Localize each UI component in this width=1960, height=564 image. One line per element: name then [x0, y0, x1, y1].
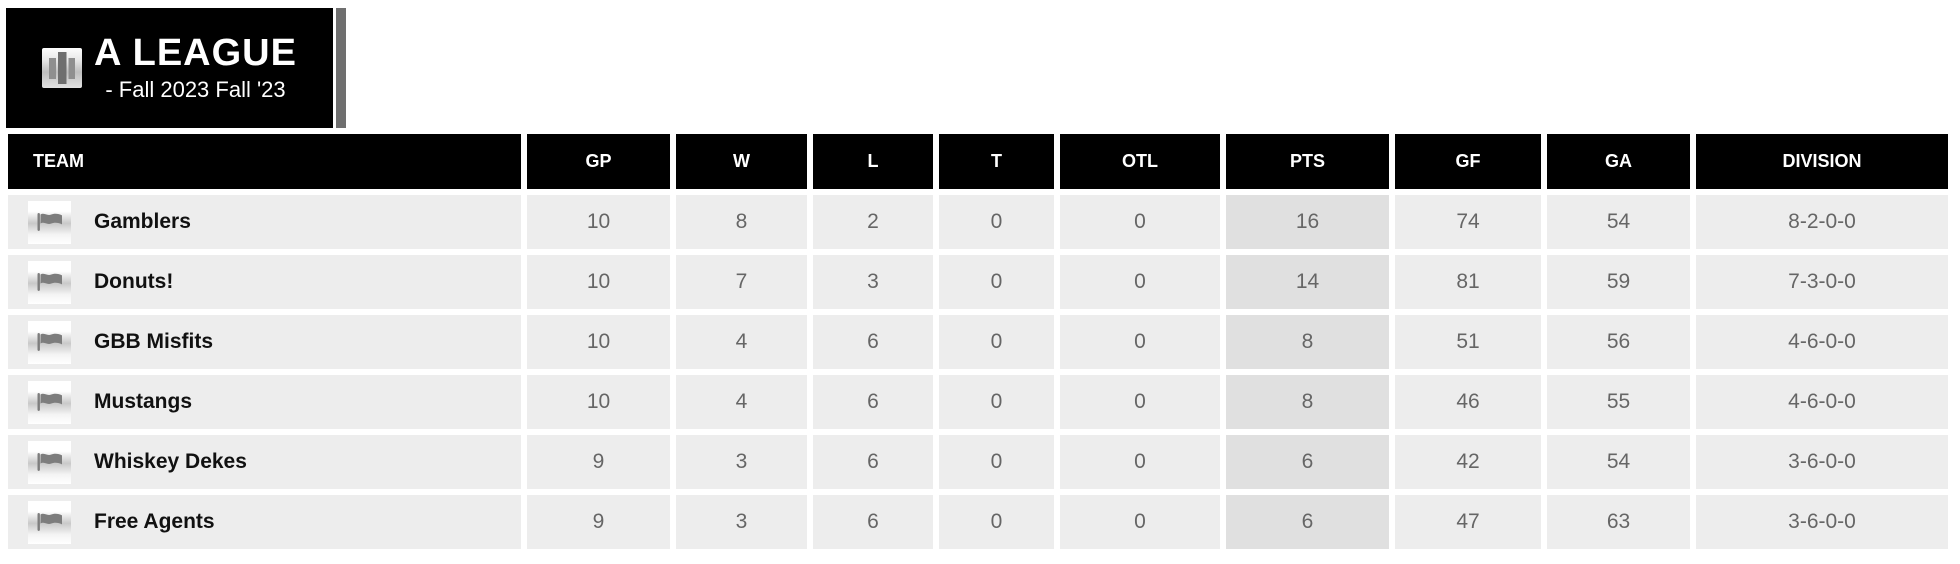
column-header-ga[interactable]: GA — [1547, 134, 1690, 189]
gf-cell: 47 — [1395, 495, 1541, 549]
pts-cell: 8 — [1226, 375, 1389, 429]
otl-cell: 0 — [1060, 375, 1220, 429]
team-name: GBB Misfits — [94, 330, 214, 353]
otl-cell: 0 — [1060, 315, 1220, 369]
table-row: Whiskey Dekes 9 3 6 0 0 6 42 54 3-6-0-0 — [8, 435, 1948, 489]
column-header-gp[interactable]: GP — [527, 134, 670, 189]
gp-cell: 10 — [527, 315, 670, 369]
pts-cell: 8 — [1226, 315, 1389, 369]
t-cell: 0 — [939, 315, 1054, 369]
gp-cell: 9 — [527, 495, 670, 549]
flag-icon — [28, 320, 71, 364]
column-header-gf[interactable]: GF — [1395, 134, 1541, 189]
table-row: Mustangs 10 4 6 0 0 8 46 55 4-6-0-0 — [8, 375, 1948, 429]
league-title: A LEAGUE — [94, 32, 297, 75]
t-cell: 0 — [939, 195, 1054, 249]
w-cell: 3 — [676, 495, 807, 549]
team-name: Mustangs — [94, 390, 193, 413]
division-cell: 4-6-0-0 — [1696, 375, 1948, 429]
pts-cell: 6 — [1226, 435, 1389, 489]
column-header-pts[interactable]: PTS — [1226, 134, 1389, 189]
w-cell: 3 — [676, 435, 807, 489]
pts-cell: 6 — [1226, 495, 1389, 549]
w-cell: 4 — [676, 375, 807, 429]
ga-cell: 59 — [1547, 255, 1690, 309]
flag-icon — [28, 440, 71, 484]
t-cell: 0 — [939, 375, 1054, 429]
team-name: Whiskey Dekes — [94, 450, 247, 473]
w-cell: 8 — [676, 195, 807, 249]
column-header-division[interactable]: DIVISION — [1696, 134, 1948, 189]
column-header-otl[interactable]: OTL — [1060, 134, 1220, 189]
team-cell[interactable]: Free Agents — [8, 495, 521, 549]
team-cell[interactable]: Donuts! — [8, 255, 521, 309]
column-header-l[interactable]: L — [813, 134, 933, 189]
w-cell: 4 — [676, 315, 807, 369]
stats-bars-icon — [42, 47, 83, 88]
gf-cell: 74 — [1395, 195, 1541, 249]
gp-cell: 10 — [527, 375, 670, 429]
gp-cell: 9 — [527, 435, 670, 489]
division-cell: 3-6-0-0 — [1696, 495, 1948, 549]
table-row: Donuts! 10 7 3 0 0 14 81 59 7-3-0-0 — [8, 255, 1948, 309]
l-cell: 6 — [813, 435, 933, 489]
ga-cell: 63 — [1547, 495, 1690, 549]
flag-icon — [28, 380, 71, 424]
gf-cell: 51 — [1395, 315, 1541, 369]
otl-cell: 0 — [1060, 435, 1220, 489]
pts-cell: 16 — [1226, 195, 1389, 249]
otl-cell: 0 — [1060, 495, 1220, 549]
league-subtitle: - Fall 2023 Fall '23 — [105, 76, 286, 102]
header-accent-bar — [336, 8, 346, 128]
gf-cell: 46 — [1395, 375, 1541, 429]
division-cell: 4-6-0-0 — [1696, 315, 1948, 369]
ga-cell: 54 — [1547, 435, 1690, 489]
t-cell: 0 — [939, 255, 1054, 309]
ga-cell: 55 — [1547, 375, 1690, 429]
table-row: GBB Misfits 10 4 6 0 0 8 51 56 4-6-0-0 — [8, 315, 1948, 369]
division-cell: 8-2-0-0 — [1696, 195, 1948, 249]
column-header-team[interactable]: TEAM — [8, 134, 521, 189]
gf-cell: 81 — [1395, 255, 1541, 309]
w-cell: 7 — [676, 255, 807, 309]
gp-cell: 10 — [527, 195, 670, 249]
team-name: Gamblers — [94, 210, 191, 233]
l-cell: 3 — [813, 255, 933, 309]
otl-cell: 0 — [1060, 255, 1220, 309]
standings-table: TEAM GP W L T OTL PTS GF GA DIVISION — [2, 128, 1954, 555]
flag-icon — [28, 260, 71, 304]
table-row: Gamblers 10 8 2 0 0 16 74 54 8-2-0-0 — [8, 195, 1948, 249]
league-header: A LEAGUE - Fall 2023 Fall '23 — [6, 8, 346, 128]
team-name: Donuts! — [94, 270, 174, 293]
team-name: Free Agents — [94, 510, 215, 533]
team-cell[interactable]: Whiskey Dekes — [8, 435, 521, 489]
team-cell[interactable]: GBB Misfits — [8, 315, 521, 369]
otl-cell: 0 — [1060, 195, 1220, 249]
l-cell: 6 — [813, 495, 933, 549]
l-cell: 6 — [813, 375, 933, 429]
division-cell: 7-3-0-0 — [1696, 255, 1948, 309]
column-header-w[interactable]: W — [676, 134, 807, 189]
l-cell: 6 — [813, 315, 933, 369]
ga-cell: 54 — [1547, 195, 1690, 249]
gp-cell: 10 — [527, 255, 670, 309]
flag-icon — [28, 200, 71, 244]
column-header-t[interactable]: T — [939, 134, 1054, 189]
header-row: TEAM GP W L T OTL PTS GF GA DIVISION — [8, 134, 1948, 189]
team-cell[interactable]: Mustangs — [8, 375, 521, 429]
flag-icon — [28, 500, 71, 544]
gf-cell: 42 — [1395, 435, 1541, 489]
pts-cell: 14 — [1226, 255, 1389, 309]
league-title-box: A LEAGUE - Fall 2023 Fall '23 — [6, 8, 333, 128]
division-cell: 3-6-0-0 — [1696, 435, 1948, 489]
t-cell: 0 — [939, 435, 1054, 489]
team-cell[interactable]: Gamblers — [8, 195, 521, 249]
ga-cell: 56 — [1547, 315, 1690, 369]
l-cell: 2 — [813, 195, 933, 249]
table-row: Free Agents 9 3 6 0 0 6 47 63 3-6-0-0 — [8, 495, 1948, 549]
t-cell: 0 — [939, 495, 1054, 549]
